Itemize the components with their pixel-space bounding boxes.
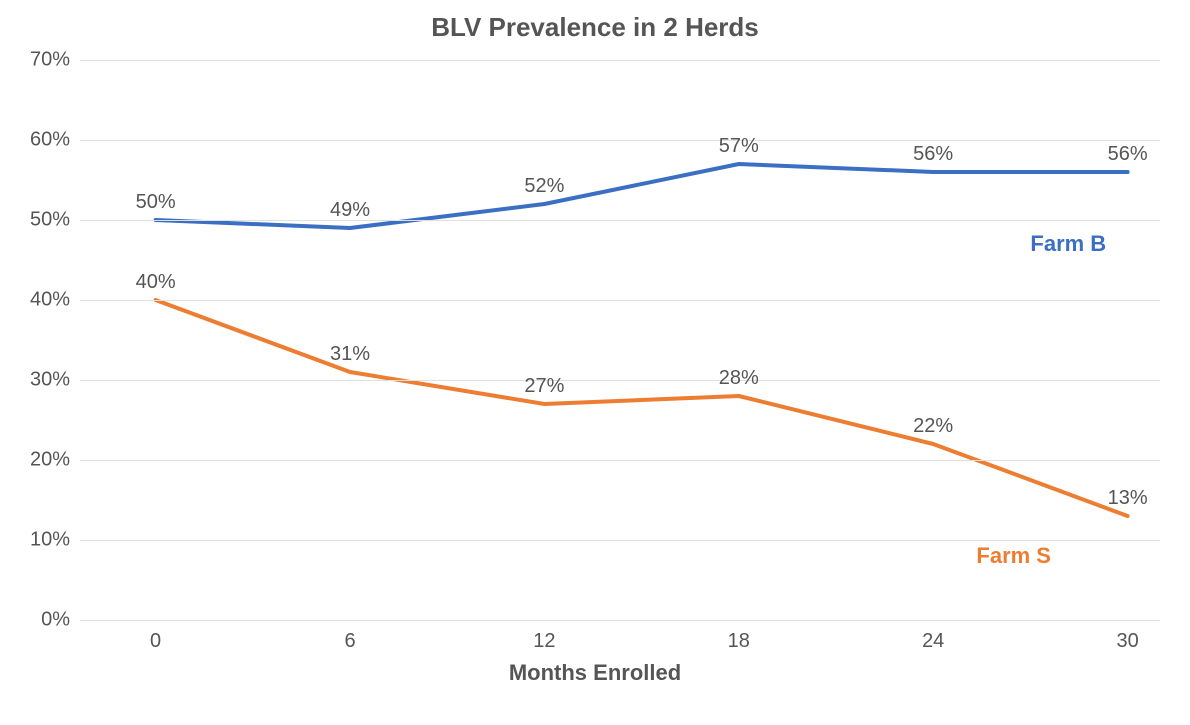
gridline — [80, 60, 1160, 61]
y-tick-label: 60% — [30, 129, 80, 152]
data-label: 50% — [136, 191, 176, 220]
data-label: 40% — [136, 271, 176, 300]
data-label: 27% — [524, 375, 564, 404]
x-tick-label: 24 — [922, 620, 944, 653]
chart-container: BLV Prevalence in 2 Herds 0% 10% 20% 30% 40%… — [0, 0, 1190, 725]
data-label: 49% — [330, 199, 370, 228]
x-tick-label: 0 — [150, 620, 161, 653]
x-tick-label: 30 — [1116, 620, 1138, 653]
gridline — [80, 620, 1160, 621]
gridline — [80, 300, 1160, 301]
plot-area: 0%10%20%30%40%50%60%70%061218243050%49%5… — [80, 60, 1160, 620]
data-label: 56% — [913, 143, 953, 172]
y-tick-label: 50% — [30, 209, 80, 232]
data-label: 13% — [1108, 487, 1148, 516]
data-label: 31% — [330, 343, 370, 372]
y-tick-label: 10% — [30, 529, 80, 552]
series-label: Farm S — [976, 543, 1051, 569]
series-line — [156, 300, 1128, 516]
y-tick-label: 70% — [30, 49, 80, 72]
data-label: 56% — [1108, 143, 1148, 172]
x-tick-label: 12 — [533, 620, 555, 653]
gridline — [80, 140, 1160, 141]
gridline — [80, 460, 1160, 461]
y-tick-label: 0% — [41, 609, 80, 632]
x-axis-label: Months Enrolled — [0, 660, 1190, 686]
y-tick-label: 20% — [30, 449, 80, 472]
gridline — [80, 540, 1160, 541]
y-tick-label: 40% — [30, 289, 80, 312]
x-tick-label: 18 — [728, 620, 750, 653]
data-label: 52% — [524, 175, 564, 204]
data-label: 57% — [719, 135, 759, 164]
series-label: Farm B — [1030, 231, 1106, 257]
x-tick-label: 6 — [344, 620, 355, 653]
chart-title: BLV Prevalence in 2 Herds — [0, 12, 1190, 43]
series-line — [156, 164, 1128, 228]
data-label: 22% — [913, 415, 953, 444]
gridline — [80, 380, 1160, 381]
gridline — [80, 220, 1160, 221]
y-tick-label: 30% — [30, 369, 80, 392]
data-label: 28% — [719, 367, 759, 396]
chart-lines-svg — [80, 60, 1160, 620]
